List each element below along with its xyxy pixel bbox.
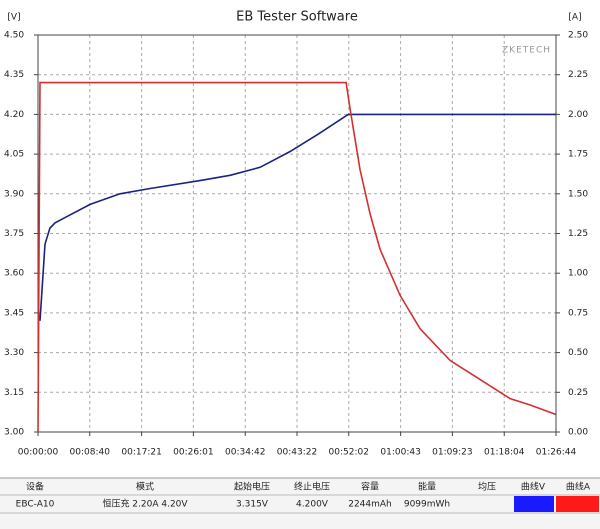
y2-tick-label: 2.50 [568,31,588,41]
table-header: 均压 [478,481,496,493]
x-tick-label: 01:18:04 [484,448,525,458]
x-tick-label: 00:00:00 [18,448,59,458]
table-header: 设备 [26,481,44,493]
x-tick-label: 00:08:40 [70,448,111,458]
y-tick-label: 3.60 [4,269,24,279]
y-tick-label: 3.45 [4,308,24,318]
x-tick-label: 00:34:42 [225,448,265,458]
x-tick-label: 01:26:44 [536,448,577,458]
y-tick-label: 4.50 [4,31,24,41]
y2-tick-label: 0.25 [568,388,588,398]
y2-tick-label: 0.50 [568,348,588,358]
table-cell: 恒压充 2.20A 4.20V [102,498,188,510]
y2-tick-label: 1.50 [568,189,588,199]
y2-tick-label: 2.00 [568,110,588,120]
y-tick-label: 4.20 [4,110,24,120]
x-tick-label: 00:26:01 [173,448,213,458]
y-tick-label: 3.15 [4,388,24,398]
y-tick-label: 3.00 [4,428,24,438]
y2-axis-label: [A] [568,13,581,23]
table-header: 能量 [418,481,436,493]
y-tick-label: 4.05 [4,150,24,160]
x-tick-label: 00:52:02 [329,448,369,458]
y-tick-label: 4.35 [4,70,24,80]
table-header: 模式 [136,481,154,493]
data-line [37,81,557,433]
y-axis-label: [V] [7,13,20,23]
data-line [39,113,556,321]
table-cell: 4.200V [296,500,329,510]
curve-v-swatch [514,496,554,512]
y2-tick-label: 1.00 [568,269,588,279]
x-tick-label: 00:43:22 [277,448,317,458]
y2-tick-label: 2.25 [568,70,588,80]
table-header: 曲线V [521,481,546,493]
table-header: 曲线A [566,481,591,493]
y-tick-label: 3.90 [4,189,24,199]
y2-tick-label: 0.75 [568,308,588,318]
x-tick-label: 00:17:21 [121,448,161,458]
watermark-annotation: ZKETECH [502,46,551,56]
table-cell: 9099mWh [404,500,450,510]
table-cell: 2244mAh [348,500,392,510]
table-bg [0,478,600,529]
x-tick-label: 01:00:43 [380,448,420,458]
table-header: 容量 [361,481,379,493]
table-cell: EBC-A10 [16,500,55,510]
chart-title: EB Tester Software [236,10,358,25]
y2-tick-label: 1.75 [568,150,588,160]
table-header: 起始电压 [234,481,270,493]
table-cell: 3.315V [236,500,269,510]
y-tick-label: 3.30 [4,348,24,358]
y2-tick-label: 1.25 [568,229,588,239]
y2-tick-label: 0.00 [568,428,588,438]
plot-frame [37,34,557,433]
curve-a-swatch [556,496,599,512]
x-tick-label: 01:09:23 [432,448,472,458]
table-header: 终止电压 [294,481,330,493]
y-tick-label: 3.75 [4,229,24,239]
